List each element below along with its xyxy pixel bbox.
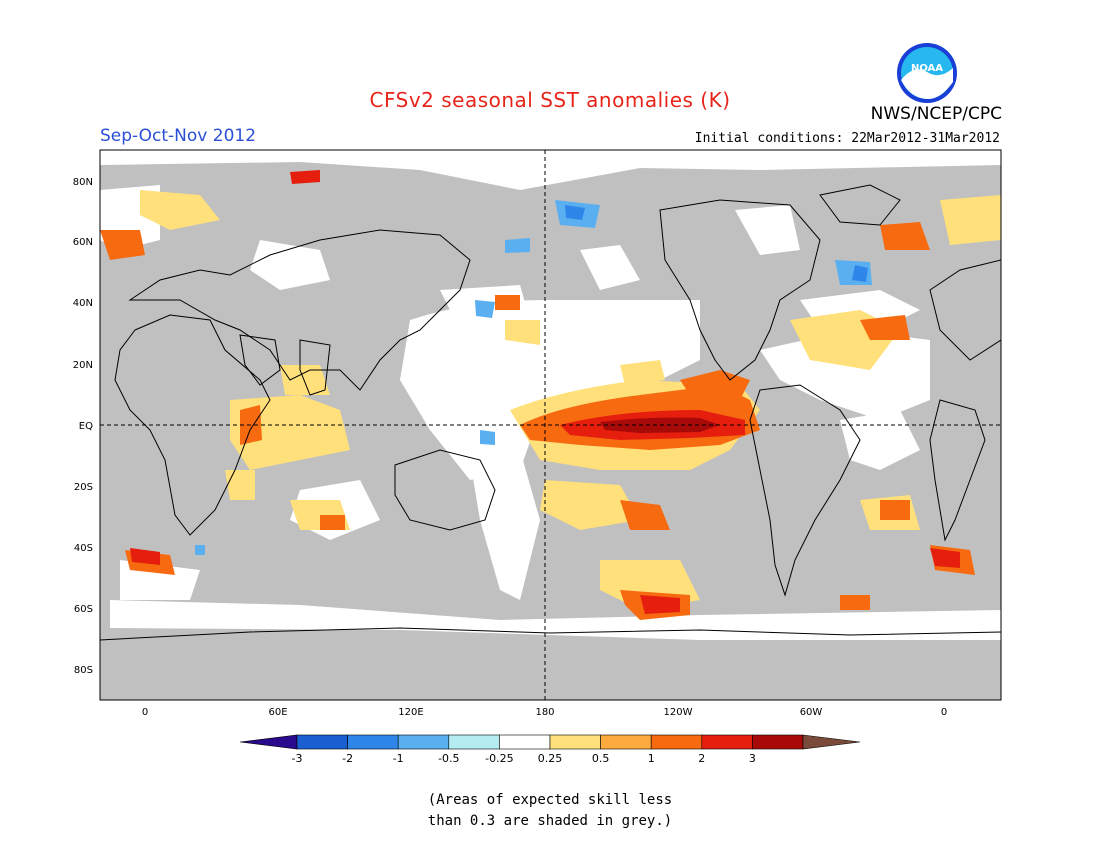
colorbar-segment <box>650 734 703 750</box>
noaa-logo: NOAA <box>897 43 957 103</box>
colorbar-tick-label: 3 <box>749 752 756 765</box>
lon-label: 0 <box>941 707 947 718</box>
colorbar-tick-label: 1 <box>648 752 655 765</box>
colorbar-tick-label: -2 <box>342 752 353 765</box>
colorbar-segment <box>701 734 753 750</box>
lat-label: 80S <box>74 665 93 676</box>
latitude-axis: 80N 60N 40N 20N EQ 20S 40S 60S 80S <box>73 177 93 676</box>
colorbar-segment <box>549 734 601 750</box>
lat-label: 20N <box>73 360 93 371</box>
map-title: CFSv2 seasonal SST anomalies (K) <box>369 88 731 112</box>
longitude-axis: 0 60E 120E 180 120W 60W 0 <box>142 707 947 718</box>
lat-label: 40N <box>73 298 93 309</box>
skill-note-line1: (Areas of expected skill less <box>427 792 673 808</box>
colorbar-segment <box>448 734 500 750</box>
lon-label: 60W <box>800 707 823 718</box>
map-frame <box>99 149 1002 701</box>
anomaly-fields <box>100 150 1001 700</box>
colorbar-segment <box>600 734 652 750</box>
lon-label: 180 <box>535 707 554 718</box>
colorbar-max-arrow <box>802 734 861 750</box>
skill-note-line2: than 0.3 are shaded in grey.) <box>427 813 673 829</box>
colorbar-tick-label: -1 <box>393 752 404 765</box>
colorbar-segment <box>499 734 551 750</box>
colorbar-tick-label: 0.25 <box>538 752 563 765</box>
colorbar-segment <box>347 734 399 750</box>
lat-label: 60S <box>74 604 93 615</box>
colorbar-tick-label: 2 <box>698 752 705 765</box>
initial-conditions-label: Initial conditions: 22Mar2012-31Mar2012 <box>694 131 1000 146</box>
lon-label: 60E <box>268 707 287 718</box>
season-label: Sep-Oct-Nov 2012 <box>100 126 257 146</box>
lat-label: 80N <box>73 177 93 188</box>
colorbar-tick-label: -0.25 <box>485 752 513 765</box>
colorbar-tick-label: -0.5 <box>438 752 459 765</box>
lon-label: 120W <box>664 707 693 718</box>
coastlines <box>100 184 1001 641</box>
lat-label: 40S <box>74 543 93 554</box>
lon-label: 0 <box>142 707 148 718</box>
colorbar-segment <box>752 734 804 750</box>
colorbar-min-arrow <box>239 734 298 750</box>
lat-label: EQ <box>79 421 93 432</box>
colorbar-tick-label: 0.5 <box>592 752 610 765</box>
color-legend: -3 -2 -1 -0.5 -0.25 0.25 0.5 1 2 3 <box>239 734 861 765</box>
lat-label: 20S <box>74 482 93 493</box>
logo-text: NOAA <box>911 63 943 74</box>
lat-label: 60N <box>73 237 93 248</box>
colorbar-segment <box>296 734 348 750</box>
skill-note: (Areas of expected skill less than 0.3 a… <box>0 790 1100 832</box>
lon-label: 120E <box>398 707 423 718</box>
colorbar-tick-label: -3 <box>292 752 303 765</box>
colorbar-segment <box>397 734 450 750</box>
moderate-cold-regions <box>565 205 868 282</box>
agency-label: NWS/NCEP/CPC <box>870 104 1002 124</box>
